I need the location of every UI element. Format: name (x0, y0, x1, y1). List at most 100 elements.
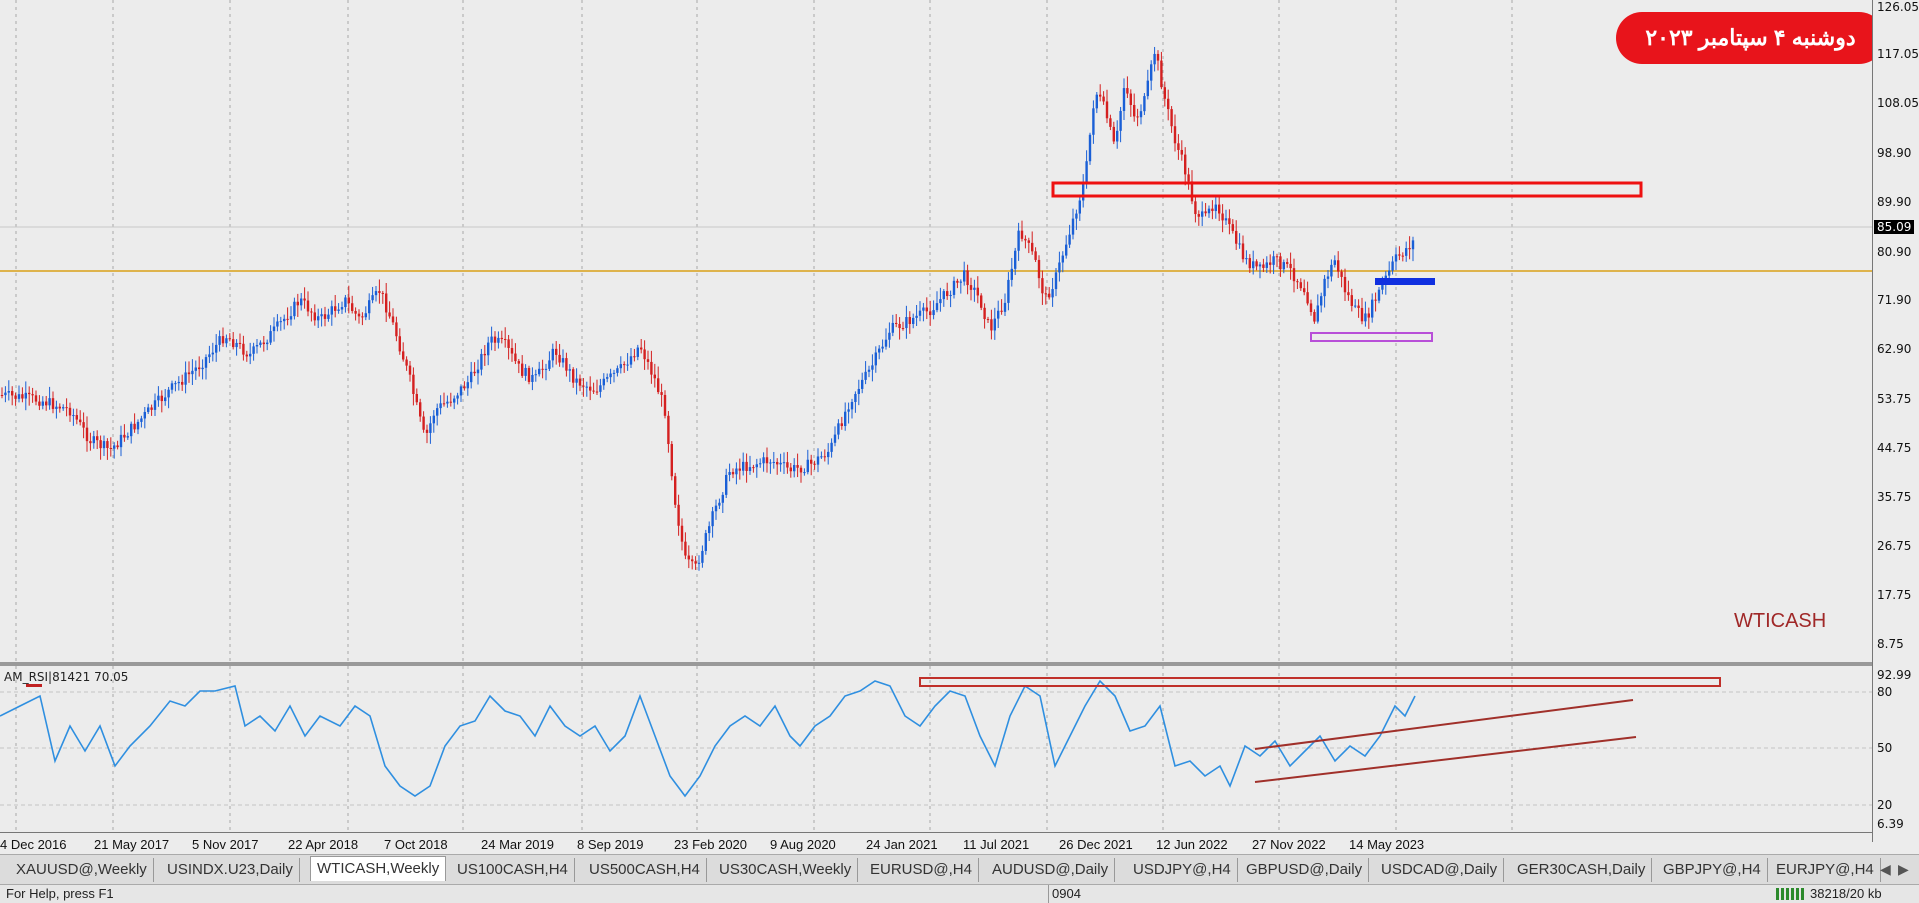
candle-body (72, 415, 75, 417)
rsi-legend-swatch (26, 684, 42, 687)
tab-gbpusd-daily[interactable]: GBPUSD@,Daily (1240, 858, 1370, 882)
price-tick: 89.90 (1877, 195, 1912, 209)
price-chart[interactable] (0, 0, 1872, 662)
price-axis[interactable]: 126.05 117.05 108.05 98.90 89.90 85.09 8… (1872, 0, 1919, 842)
price-tick: 17.75 (1877, 588, 1912, 602)
candle-body (776, 461, 779, 465)
candle-body (218, 336, 221, 345)
candle-body (510, 347, 514, 354)
candle-body (1010, 268, 1013, 280)
candle-body (1275, 256, 1279, 258)
tab-us500cash-h4[interactable]: US500CASH,H4 (583, 858, 707, 882)
candle-body (1228, 218, 1231, 225)
candle-body (351, 303, 354, 311)
candle-body (28, 392, 31, 395)
candle-body (589, 386, 592, 391)
candle-body (1048, 293, 1051, 298)
tab-scroll-left-icon[interactable]: ◀ (1880, 861, 1891, 877)
candle-body (75, 415, 78, 420)
candle-body (884, 339, 888, 347)
tab-us100cash-h4[interactable]: US100CASH,H4 (451, 858, 575, 882)
tab-usindx-daily[interactable]: USINDX.U23,Daily (161, 858, 300, 882)
candle-body (150, 407, 153, 410)
date-tick: 4 Dec 2016 (0, 837, 67, 852)
candle-body (1350, 295, 1353, 306)
candle-body (677, 504, 680, 526)
candle-body (21, 394, 24, 399)
support-zone-purple[interactable] (1310, 332, 1433, 342)
price-tick: 26.75 (1877, 539, 1912, 553)
tab-eurjpy-h4[interactable]: EURJPY@,H4 (1770, 858, 1881, 882)
candle-body (1109, 118, 1112, 127)
candle-body (701, 550, 704, 563)
resistance-zone[interactable] (1051, 181, 1643, 198)
candle-body (531, 374, 534, 382)
candle-body (888, 332, 891, 340)
candle-body (286, 318, 289, 320)
candle-body (786, 462, 789, 468)
candle-body (1187, 174, 1190, 182)
candle-body (449, 401, 452, 403)
candle-body (748, 467, 752, 472)
candle-body (1211, 208, 1214, 212)
candle-body (572, 369, 575, 383)
candle-body (1051, 289, 1054, 298)
candle-body (174, 383, 177, 385)
tab-gbpjpy-h4[interactable]: GBPJPY@,H4 (1657, 858, 1768, 882)
rsi-resistance-zone[interactable] (919, 677, 1721, 687)
candle-body (1122, 88, 1126, 111)
candle-body (548, 360, 551, 369)
candle-body (374, 291, 378, 296)
candle-body (1354, 305, 1357, 307)
candle-body (561, 358, 565, 363)
candle-body (1082, 184, 1085, 201)
candle-body (1065, 244, 1068, 256)
candle-body (11, 391, 14, 396)
candle-body (861, 379, 864, 389)
tab-usdjpy-h4[interactable]: USDJPY@,H4 (1127, 858, 1238, 882)
candle-body (891, 322, 894, 333)
tab-wticash-weekly[interactable]: WTICASH,Weekly (310, 856, 447, 881)
candle-body (1330, 264, 1333, 277)
candle-body (1024, 238, 1027, 241)
candle-body (1286, 262, 1289, 264)
candle-body (929, 311, 932, 316)
candle-body (395, 322, 398, 337)
candle-body (1095, 94, 1098, 109)
tab-usdcad-daily[interactable]: USDCAD@,Daily (1375, 858, 1505, 882)
date-tick: 8 Sep 2019 (577, 837, 644, 852)
candle-body (1347, 292, 1350, 296)
rsi-panel[interactable] (0, 666, 1872, 832)
candlestick-series (0, 46, 1415, 571)
rsi-upper-trendline[interactable] (1254, 699, 1634, 750)
candle-body (1197, 214, 1200, 217)
candle-body (361, 316, 364, 318)
date-tick: 12 Jun 2022 (1156, 837, 1228, 852)
candle-body (1252, 261, 1255, 269)
candle-body (1017, 230, 1020, 251)
candle-body (1170, 109, 1173, 127)
candle-body (504, 339, 507, 341)
candle-body (364, 313, 367, 318)
tab-ger30cash-daily[interactable]: GER30CASH,Daily (1511, 858, 1653, 882)
tab-xauusd-weekly[interactable]: XAUUSD@,Weekly (10, 858, 154, 882)
rsi-lower-trendline[interactable] (1254, 736, 1637, 783)
candle-body (1163, 87, 1166, 99)
price-tick: 53.75 (1877, 392, 1912, 406)
tab-scroll-right-icon[interactable]: ▶ (1898, 861, 1909, 877)
candle-body (585, 386, 588, 388)
candle-body (1224, 218, 1228, 221)
candle-body (1201, 211, 1204, 217)
tab-audusd-daily[interactable]: AUDUSD@,Daily (986, 858, 1116, 882)
panel-separator[interactable] (0, 662, 1872, 666)
candle-body (592, 390, 595, 392)
tab-eurusd-h4[interactable]: EURUSD@,H4 (864, 858, 979, 882)
candle-body (436, 408, 439, 416)
candle-body (609, 373, 612, 378)
candle-body (17, 394, 21, 399)
candle-body (388, 312, 391, 317)
candle-body (1207, 208, 1211, 214)
candle-body (762, 457, 765, 464)
support-zone-blue[interactable] (1375, 278, 1435, 285)
tab-us30cash-weekly[interactable]: US30CASH,Weekly (713, 858, 859, 882)
